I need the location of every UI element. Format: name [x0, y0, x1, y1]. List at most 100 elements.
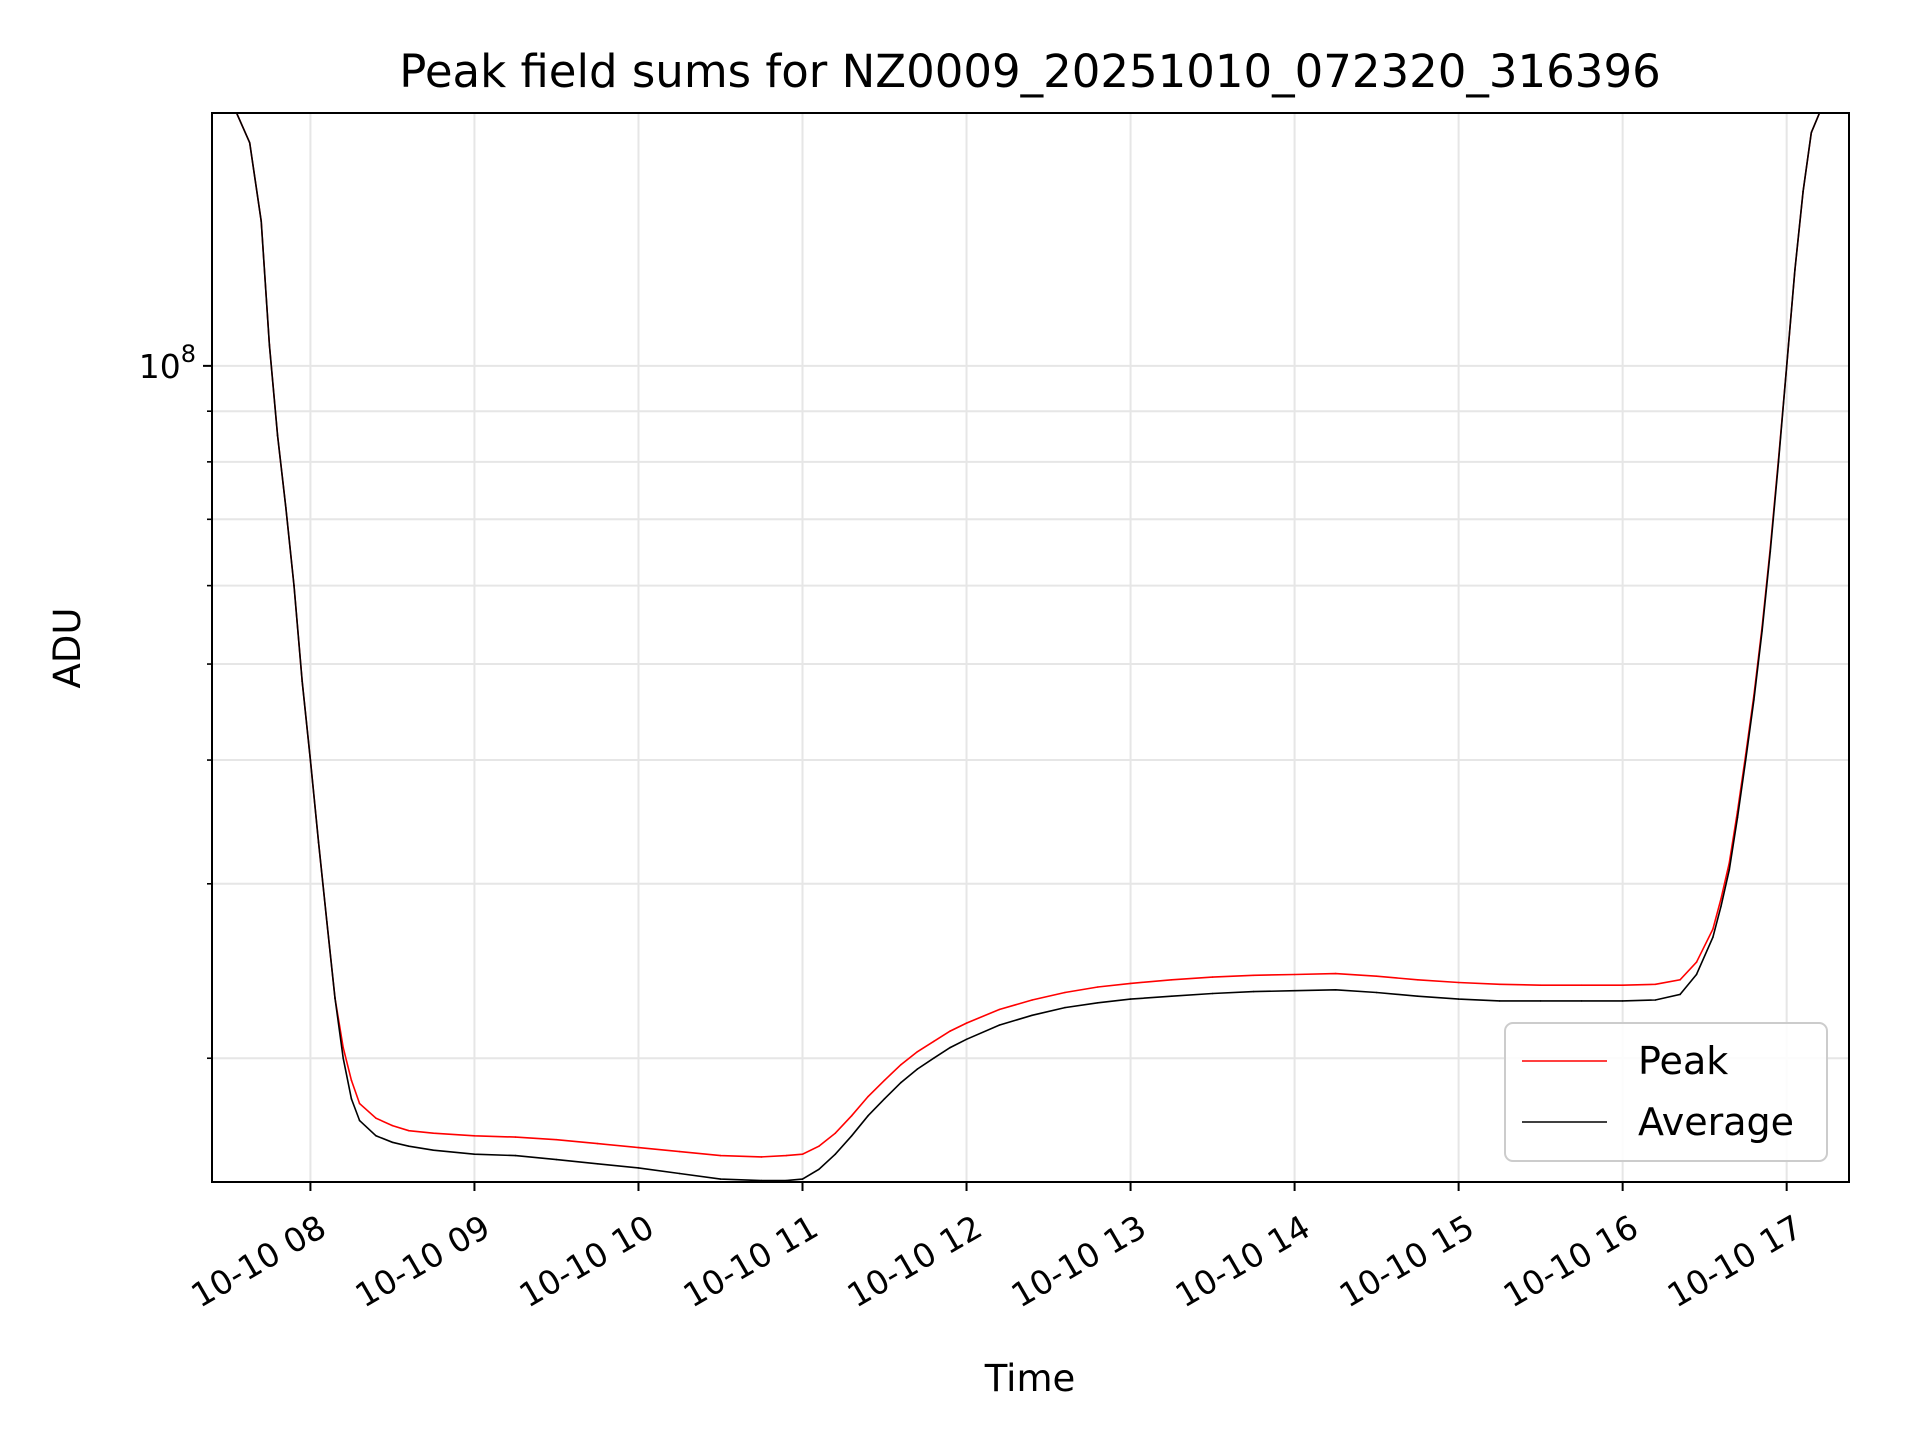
data-point-average [1097, 1002, 1099, 1004]
data-point-peak [1720, 897, 1722, 900]
data-point-average [1810, 131, 1813, 134]
data-point-peak [1416, 979, 1419, 981]
y-tick-label-exponent: 8 [181, 340, 196, 368]
data-point-average [965, 1038, 968, 1041]
data-point-average [818, 1168, 820, 1171]
data-point-peak [1621, 984, 1624, 986]
data-point-peak [1695, 961, 1698, 963]
data-point-peak [514, 1136, 517, 1138]
data-point-average [1654, 999, 1657, 1001]
legend-average-label: Average [1638, 1100, 1794, 1144]
legend: Peak Average [1504, 1022, 1828, 1162]
data-point-average [1498, 1000, 1501, 1002]
data-point-peak [932, 1040, 935, 1043]
data-point-peak [883, 1079, 886, 1082]
data-point-average [1580, 1000, 1583, 1002]
data-point-peak [432, 1132, 435, 1134]
data-point-average [785, 1179, 787, 1182]
data-point-average [293, 584, 295, 587]
data-point-peak [834, 1132, 837, 1134]
data-point-peak [916, 1051, 919, 1053]
y-tick-label: 108 [139, 340, 196, 386]
data-point-peak [867, 1095, 869, 1098]
data-point-peak [1064, 991, 1066, 994]
data-point-peak [785, 1154, 787, 1157]
data-point-peak [949, 1030, 951, 1032]
series-lines [212, 113, 1849, 1182]
data-point-average [473, 1153, 476, 1155]
data-point-peak [1580, 984, 1583, 986]
legend-peak-label: Peak [1638, 1039, 1728, 1083]
data-point-average [1031, 1014, 1033, 1017]
data-point-average [678, 1172, 681, 1175]
data-point-average [916, 1068, 919, 1070]
data-point-average [1777, 461, 1780, 463]
data-point-average [1794, 269, 1796, 271]
data-point-average [637, 1167, 640, 1169]
y-tick-label-base: 10 [139, 347, 181, 386]
data-point-average [596, 1163, 599, 1165]
data-point-average [1720, 905, 1722, 907]
data-point-average [1695, 973, 1698, 976]
data-point-peak [342, 1046, 345, 1049]
data-point-average [375, 1135, 377, 1137]
data-point-average [358, 1119, 361, 1122]
data-point-peak [1712, 928, 1714, 930]
plot-frame [211, 112, 1850, 1183]
y-axis-ticks: 108 [139, 340, 212, 1060]
data-point-peak [473, 1135, 476, 1137]
data-point-average [1375, 991, 1378, 994]
data-point-average [1679, 993, 1681, 996]
chart-title: Peak field sums for NZ0009_20251010_0723… [399, 45, 1660, 98]
data-point-peak [998, 1008, 1001, 1011]
data-point-average [1539, 1000, 1542, 1002]
data-point-average [342, 1057, 345, 1059]
data-point-peak [596, 1142, 599, 1145]
legend-box [1504, 1022, 1828, 1162]
data-point-average [268, 344, 271, 346]
grid [212, 113, 1849, 1182]
data-point-average [334, 997, 336, 999]
data-point-average [1712, 936, 1714, 938]
data-point-peak [1252, 974, 1255, 977]
data-point-average [883, 1098, 886, 1100]
data-point-average [1064, 1006, 1066, 1009]
data-point-average [391, 1141, 394, 1144]
data-point-average [326, 920, 328, 922]
data-point-average [867, 1114, 869, 1117]
data-point-peak [1170, 979, 1173, 981]
data-point-peak [760, 1156, 763, 1158]
data-point-average [1129, 998, 1132, 1000]
data-point-peak [408, 1129, 410, 1132]
data-point-peak [1031, 999, 1033, 1001]
data-point-average [1769, 550, 1772, 552]
data-point-average [719, 1178, 722, 1180]
data-point-peak [1211, 976, 1214, 978]
data-point-average [317, 842, 320, 844]
data-point-peak [1539, 984, 1542, 986]
data-point-average [1211, 992, 1214, 995]
data-point-average [260, 220, 263, 222]
data-point-average [1736, 816, 1739, 819]
x-axis-label: Time [984, 1357, 1076, 1400]
data-point-average [1457, 998, 1460, 1000]
data-point-average [1170, 995, 1173, 997]
data-point-average [1761, 630, 1763, 632]
data-point-average [276, 435, 279, 437]
data-point-average [1728, 868, 1731, 871]
data-point-peak [358, 1102, 361, 1105]
data-point-peak [350, 1079, 353, 1082]
data-point-peak [1375, 975, 1378, 977]
data-point-average [432, 1149, 435, 1151]
data-point-average [309, 759, 312, 761]
data-point-peak [818, 1145, 820, 1147]
data-point-average [1334, 989, 1337, 991]
data-point-average [998, 1024, 1001, 1026]
data-point-average [408, 1145, 410, 1147]
data-point-average [1744, 759, 1747, 761]
data-point-peak [965, 1022, 968, 1024]
data-point-peak [1293, 973, 1296, 976]
data-point-average [850, 1135, 853, 1137]
